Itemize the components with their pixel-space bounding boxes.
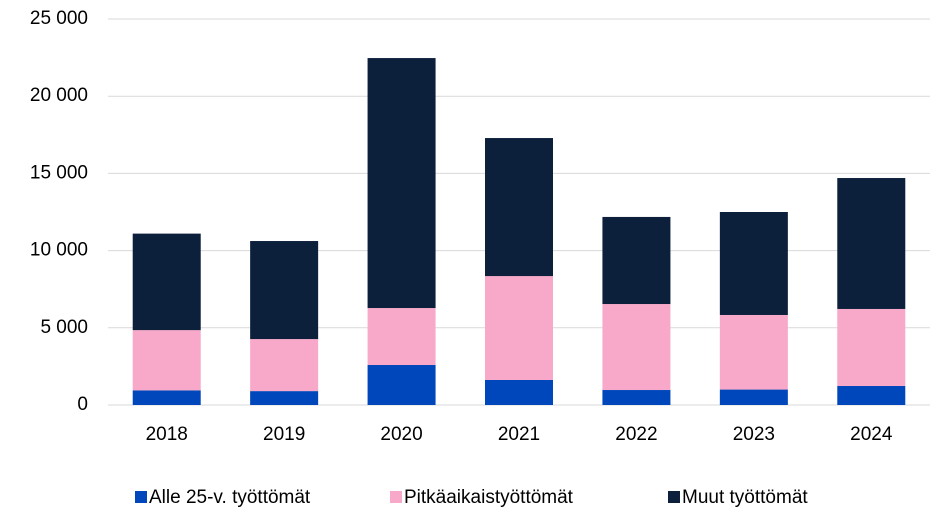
bar-segment xyxy=(367,365,436,405)
y-tick-label: 25 000 xyxy=(30,8,88,29)
x-tick-label: 2022 xyxy=(615,424,657,445)
bar-segment xyxy=(132,330,201,391)
bar-segment xyxy=(250,391,319,405)
bar-segment xyxy=(132,390,201,405)
y-tick-label: 15 000 xyxy=(30,162,88,183)
x-tick-label: 2019 xyxy=(263,424,305,445)
bar-segment xyxy=(602,390,671,405)
x-tick-label: 2020 xyxy=(380,424,422,445)
bar-segment xyxy=(837,308,906,387)
x-tick-label: 2024 xyxy=(850,424,893,445)
bar-segment xyxy=(250,339,319,392)
bar-segment xyxy=(250,241,319,340)
bar-segment xyxy=(719,212,788,315)
y-tick-label: 10 000 xyxy=(30,240,88,261)
bar-segment xyxy=(837,178,906,309)
x-tick-label: 2018 xyxy=(146,424,188,445)
x-tick-label: 2023 xyxy=(733,424,775,445)
bar-segment xyxy=(719,389,788,405)
bar-segment xyxy=(485,138,553,277)
y-tick-label: 0 xyxy=(77,394,88,415)
legend-swatch xyxy=(390,491,402,503)
bar-segment xyxy=(602,304,671,391)
x-tick-label: 2021 xyxy=(498,424,540,445)
y-tick-label: 5 000 xyxy=(40,317,88,338)
legend-label: Pitkäaikaistyöttömät xyxy=(404,487,574,508)
bar-segment xyxy=(367,308,436,366)
bar-segment xyxy=(367,58,436,309)
legend-label: Alle 25-v. työttömät xyxy=(149,487,311,508)
bar-segment xyxy=(132,233,201,331)
bar-segment xyxy=(485,276,553,380)
bar-segment xyxy=(719,314,788,390)
y-tick-label: 20 000 xyxy=(30,85,88,106)
legend-swatch xyxy=(135,491,147,503)
bar-segment xyxy=(837,386,906,405)
bar-segment xyxy=(602,216,671,305)
bar-segment xyxy=(485,379,553,405)
legend-label: Muut työttömät xyxy=(682,487,808,508)
legend-swatch xyxy=(668,491,680,503)
